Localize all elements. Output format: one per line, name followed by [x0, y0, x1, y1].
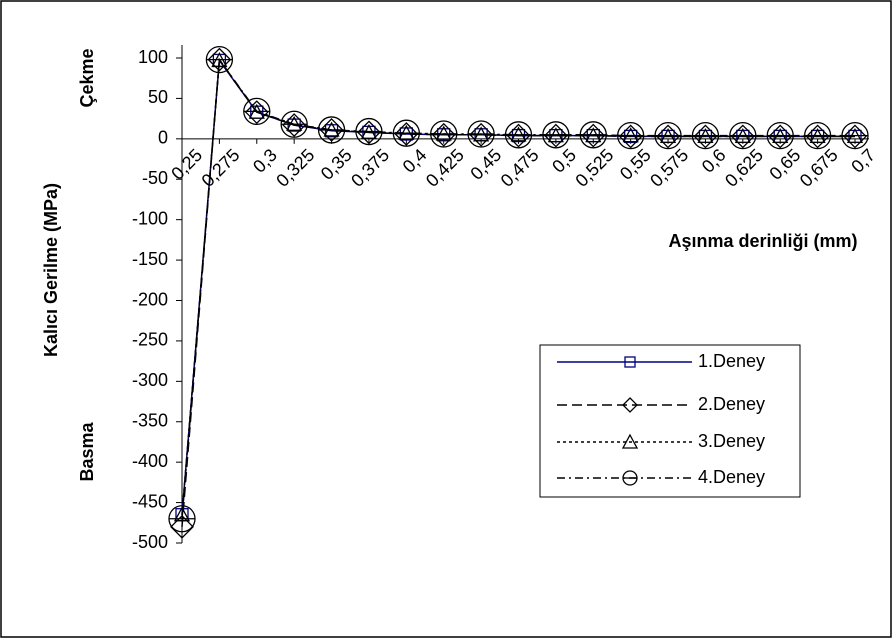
y-tick-label: -250 — [132, 330, 168, 350]
y-tick-label: -350 — [132, 411, 168, 431]
x-axis-title: Aşınma derinliği (mm) — [668, 231, 857, 251]
marker — [617, 121, 645, 150]
marker — [843, 124, 867, 149]
marker — [170, 514, 194, 539]
marker — [622, 397, 638, 413]
y-tick-label: -300 — [132, 370, 168, 390]
marker — [841, 121, 869, 150]
y-tick-label: -150 — [132, 249, 168, 269]
legend-label: 1.Deney — [698, 351, 765, 371]
legend-label: 4.Deney — [698, 467, 765, 487]
marker — [244, 100, 269, 125]
y-tick-label: 100 — [138, 47, 168, 67]
marker — [805, 124, 830, 149]
marker — [205, 45, 234, 74]
marker — [355, 117, 383, 146]
marker — [173, 506, 191, 522]
marker — [618, 124, 643, 149]
marker — [768, 124, 793, 149]
marker — [730, 124, 755, 149]
legend-box — [539, 344, 801, 498]
y-tick-label: -100 — [132, 208, 168, 228]
marker — [581, 123, 606, 148]
marker — [766, 121, 794, 150]
y-tick-label: 0 — [158, 128, 168, 148]
marker — [504, 121, 533, 149]
marker — [394, 122, 419, 146]
marker — [656, 124, 680, 149]
marker — [243, 97, 271, 125]
y-tick-label: -50 — [142, 168, 168, 188]
marker — [729, 121, 757, 150]
marker — [467, 120, 495, 148]
marker — [280, 110, 308, 138]
y-tick-label: -200 — [132, 289, 168, 309]
marker — [317, 116, 346, 144]
marker — [430, 120, 458, 148]
marker — [357, 120, 381, 145]
marker — [693, 124, 718, 149]
marker — [621, 433, 639, 449]
marker — [168, 505, 196, 533]
marker — [624, 356, 636, 368]
y-axis-title: Kalıcı Gerilme (MPa) — [41, 183, 61, 357]
marker — [207, 47, 232, 72]
marker — [622, 470, 638, 486]
annotation: Basma — [77, 421, 97, 481]
y-tick-label: 50 — [148, 87, 168, 107]
marker — [691, 121, 720, 150]
marker — [282, 113, 307, 138]
marker — [392, 119, 420, 147]
marker — [506, 123, 531, 148]
marker — [654, 121, 682, 150]
marker — [542, 121, 570, 149]
y-tick-label: -450 — [132, 491, 168, 511]
y-tick-label: -400 — [132, 451, 168, 471]
marker — [579, 121, 607, 149]
marker — [431, 122, 456, 147]
legend-label: 2.Deney — [698, 394, 765, 414]
y-tick-label: -500 — [132, 532, 168, 552]
legend-label: 3.Deney — [698, 431, 765, 451]
annotation: Çekme — [77, 48, 97, 107]
marker — [319, 118, 344, 142]
marker — [469, 122, 494, 147]
marker — [803, 121, 832, 150]
marker — [543, 123, 568, 148]
